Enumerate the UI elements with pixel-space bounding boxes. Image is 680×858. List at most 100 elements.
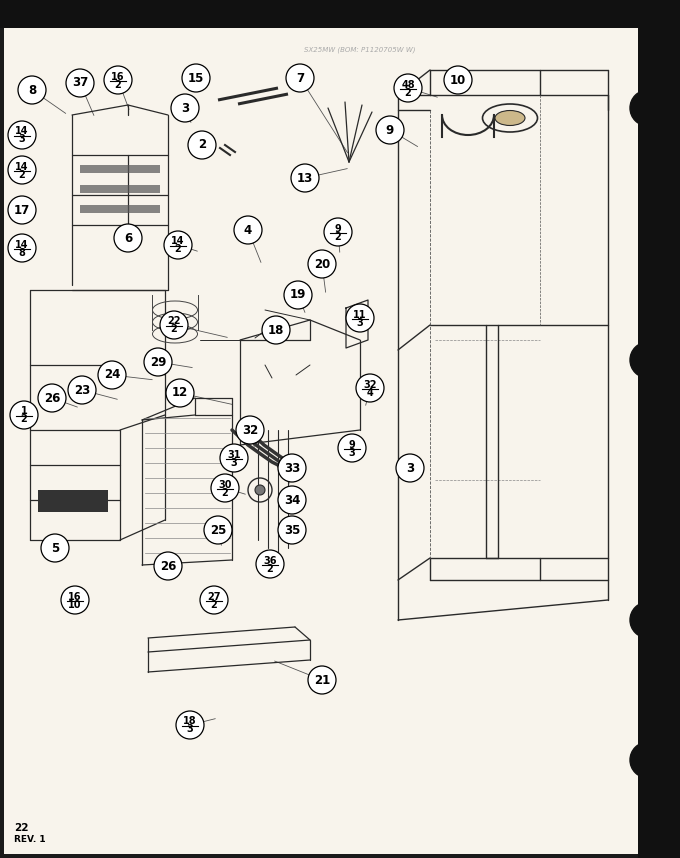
Bar <box>80 165 160 173</box>
Text: 22: 22 <box>167 317 181 327</box>
Text: 7: 7 <box>296 71 304 84</box>
Text: 12: 12 <box>172 386 188 400</box>
Circle shape <box>324 218 352 246</box>
Circle shape <box>376 116 404 144</box>
Text: 25: 25 <box>210 523 226 536</box>
Text: 6: 6 <box>124 232 132 245</box>
Circle shape <box>308 250 336 278</box>
Circle shape <box>356 374 384 402</box>
Text: 1: 1 <box>20 407 27 416</box>
Circle shape <box>41 534 69 562</box>
Bar <box>0 0 680 28</box>
Circle shape <box>10 401 38 429</box>
Circle shape <box>200 586 228 614</box>
Text: SX25MW (BOM: P1120705W W): SX25MW (BOM: P1120705W W) <box>304 46 415 53</box>
Circle shape <box>114 224 142 252</box>
Circle shape <box>8 156 36 184</box>
Text: 2: 2 <box>171 324 177 335</box>
Text: 29: 29 <box>150 355 166 368</box>
Text: 26: 26 <box>44 391 61 404</box>
Text: 2: 2 <box>20 414 27 425</box>
Text: 4: 4 <box>367 388 373 397</box>
Circle shape <box>61 586 89 614</box>
Text: 2: 2 <box>115 80 121 89</box>
Bar <box>638 0 680 858</box>
Circle shape <box>8 196 36 224</box>
Circle shape <box>188 131 216 159</box>
Circle shape <box>308 666 336 694</box>
Circle shape <box>338 434 366 462</box>
Circle shape <box>286 64 314 92</box>
Text: 11: 11 <box>353 310 367 319</box>
Text: 4: 4 <box>244 223 252 237</box>
Text: 37: 37 <box>72 76 88 89</box>
Text: 2: 2 <box>335 232 341 241</box>
Text: 2: 2 <box>198 138 206 152</box>
Circle shape <box>211 474 239 502</box>
Circle shape <box>284 281 312 309</box>
Circle shape <box>278 454 306 482</box>
Text: 15: 15 <box>188 71 204 84</box>
Text: 3: 3 <box>186 724 193 734</box>
Circle shape <box>68 376 96 404</box>
Circle shape <box>18 76 46 104</box>
Text: 31: 31 <box>227 450 241 460</box>
Circle shape <box>38 384 66 412</box>
Text: 32: 32 <box>363 379 377 390</box>
Circle shape <box>262 316 290 344</box>
Circle shape <box>98 361 126 389</box>
Circle shape <box>8 234 36 262</box>
Circle shape <box>394 74 422 102</box>
Text: 16: 16 <box>112 71 124 82</box>
Text: 14: 14 <box>15 126 29 136</box>
Text: 17: 17 <box>14 203 30 216</box>
Text: 2: 2 <box>211 600 218 609</box>
Text: 48: 48 <box>401 80 415 89</box>
Text: 26: 26 <box>160 559 176 572</box>
Circle shape <box>204 516 232 544</box>
Text: 8: 8 <box>28 83 36 96</box>
Text: 34: 34 <box>284 493 300 506</box>
Text: 2: 2 <box>18 170 25 179</box>
Text: 27: 27 <box>207 591 221 601</box>
Circle shape <box>444 66 472 94</box>
Text: 10: 10 <box>450 74 466 87</box>
Circle shape <box>104 66 132 94</box>
Circle shape <box>220 444 248 472</box>
Bar <box>80 185 160 193</box>
Text: 3: 3 <box>231 457 237 468</box>
Text: 14: 14 <box>171 237 185 246</box>
Circle shape <box>236 416 264 444</box>
Text: 18: 18 <box>268 323 284 336</box>
Text: 3: 3 <box>406 462 414 474</box>
Circle shape <box>144 348 172 376</box>
Circle shape <box>630 742 666 778</box>
Circle shape <box>396 454 424 482</box>
Text: 16: 16 <box>68 591 82 601</box>
Text: 18: 18 <box>183 716 197 727</box>
Text: 22: 22 <box>14 823 29 833</box>
Text: 35: 35 <box>284 523 300 536</box>
Text: 8: 8 <box>18 247 25 257</box>
Circle shape <box>176 711 204 739</box>
Circle shape <box>160 311 188 339</box>
Text: 30: 30 <box>218 480 232 490</box>
Bar <box>38 490 108 512</box>
Text: 9: 9 <box>386 124 394 136</box>
Text: 10: 10 <box>68 600 82 609</box>
Text: 3: 3 <box>349 448 356 457</box>
Circle shape <box>182 64 210 92</box>
Circle shape <box>291 164 319 192</box>
Circle shape <box>630 342 666 378</box>
Bar <box>80 205 160 213</box>
Circle shape <box>630 90 666 126</box>
Text: 2: 2 <box>222 487 228 498</box>
Circle shape <box>278 516 306 544</box>
Text: 21: 21 <box>314 674 330 686</box>
Text: 33: 33 <box>284 462 300 474</box>
Text: 2: 2 <box>175 245 182 255</box>
Circle shape <box>166 379 194 407</box>
Circle shape <box>256 550 284 578</box>
Text: 23: 23 <box>74 384 90 396</box>
Text: 14: 14 <box>15 239 29 250</box>
